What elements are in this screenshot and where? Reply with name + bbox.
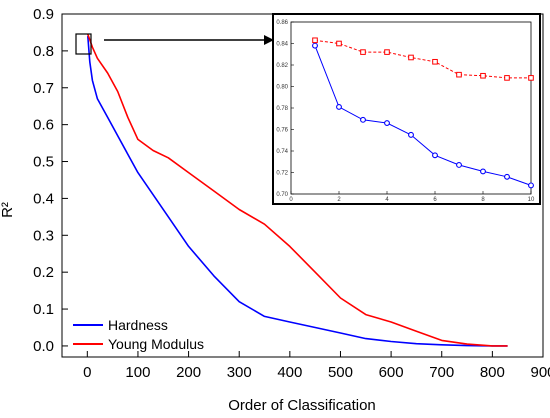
zoom-arrow-head xyxy=(264,35,274,45)
x-tick-label: 300 xyxy=(227,364,252,381)
x-tick-label: 100 xyxy=(125,364,150,381)
inset-point-young-modulus xyxy=(384,49,390,55)
y-tick-label: 0.0 xyxy=(33,338,54,355)
inset-series-line-hardness xyxy=(314,45,532,186)
inset-y-tick-label: 0.82 xyxy=(276,63,288,69)
y-tick-label: 0.9 xyxy=(33,6,54,23)
legend-label-young-modulus: Young Modulus xyxy=(108,336,204,352)
y-tick-label: 0.4 xyxy=(33,190,54,207)
inset-series-line-young-modulus xyxy=(314,39,531,79)
inset-y-tick-label: 0.74 xyxy=(276,149,288,155)
y-tick-label: 0.2 xyxy=(33,264,54,281)
inset-point-hardness xyxy=(336,103,342,110)
inset-point-young-modulus xyxy=(480,72,486,79)
inset-x-tick-label: 4 xyxy=(385,197,389,203)
inset-x-tick-label: 0 xyxy=(289,197,293,203)
y-tick-label: 0.8 xyxy=(33,43,54,60)
zoom-region-marker xyxy=(75,33,92,55)
inset-y-tick-label: 0.72 xyxy=(276,171,288,177)
inset-y-tick-label: 0.86 xyxy=(276,20,288,26)
inset-x-tick-label: 2 xyxy=(337,197,341,203)
inset-plot: 0 2 4 6 8 10 0.70 0.72 0.74 0.76 0.78 0.80 0.82 0.84… xyxy=(272,13,541,205)
inset-point-hardness xyxy=(456,162,462,168)
inset-point-young-modulus xyxy=(312,37,318,44)
main-x-axis: 0 100 200 300 400 500 600 700 800 900 xyxy=(83,351,550,381)
y-axis-title: R² xyxy=(0,202,16,218)
inset-plot-area xyxy=(290,21,532,195)
inset-point-young-modulus xyxy=(456,71,462,78)
y-tick-label: 0.3 xyxy=(33,227,54,244)
inset-x-tick-label: 8 xyxy=(481,197,485,203)
legend: Hardness Young Modulus xyxy=(73,317,204,352)
y-tick-label: 0.5 xyxy=(33,154,54,171)
series-line-young-modulus xyxy=(87,34,508,347)
x-tick-label: 700 xyxy=(429,364,454,381)
y-tick-label: 0.7 xyxy=(33,80,54,97)
legend-label-hardness: Hardness xyxy=(108,317,168,333)
inset-x-axis: 0 2 4 6 8 10 xyxy=(289,191,535,203)
main-series-lines xyxy=(87,34,508,347)
x-tick-label: 600 xyxy=(379,364,404,381)
inset-y-tick-label: 0.80 xyxy=(276,85,288,91)
inset-y-axis: 0.70 0.72 0.74 0.76 0.78 0.80 0.82 0.84 0.86 xyxy=(276,20,294,198)
x-tick-label: 0 xyxy=(83,364,91,381)
inset-point-hardness xyxy=(432,152,438,159)
x-tick-label: 500 xyxy=(328,364,353,381)
inset-y-tick-label: 0.70 xyxy=(276,192,288,198)
inset-point-hardness xyxy=(504,173,510,180)
inset-point-hardness xyxy=(408,131,414,138)
inset-point-hardness xyxy=(384,120,390,127)
inset-series-lines xyxy=(314,39,532,186)
inset-y-tick-label: 0.84 xyxy=(276,42,288,48)
inset-point-young-modulus xyxy=(408,54,414,61)
x-tick-label: 400 xyxy=(277,364,302,381)
main-y-axis: 0.0 0.1 0.2 0.3 0.4 0.5 0.6 0.7 0.8 0.9 xyxy=(33,6,68,355)
inset-point-young-modulus xyxy=(432,58,438,65)
inset-y-tick-label: 0.78 xyxy=(276,106,288,112)
inset-point-young-modulus xyxy=(360,49,366,55)
inset-point-hardness xyxy=(480,168,486,175)
inset-point-hardness xyxy=(528,182,534,189)
inset-point-young-modulus xyxy=(504,75,510,81)
x-axis-title: Order of Classification xyxy=(228,397,376,414)
y-tick-label: 0.6 xyxy=(33,117,54,134)
inset-y-tick-label: 0.76 xyxy=(276,128,288,134)
x-tick-label: 200 xyxy=(176,364,201,381)
inset-point-young-modulus xyxy=(528,75,534,81)
x-tick-label: 800 xyxy=(480,364,505,381)
inset-series-markers xyxy=(312,37,534,189)
inset-x-tick-label: 10 xyxy=(528,197,535,203)
series-line-hardness xyxy=(87,36,508,347)
inset-point-young-modulus xyxy=(336,40,342,47)
y-tick-label: 0.1 xyxy=(33,301,54,318)
inset-point-hardness xyxy=(360,116,366,123)
inset-point-hardness xyxy=(312,42,318,49)
inset-x-tick-label: 6 xyxy=(433,197,437,203)
x-tick-label: 900 xyxy=(530,364,550,381)
